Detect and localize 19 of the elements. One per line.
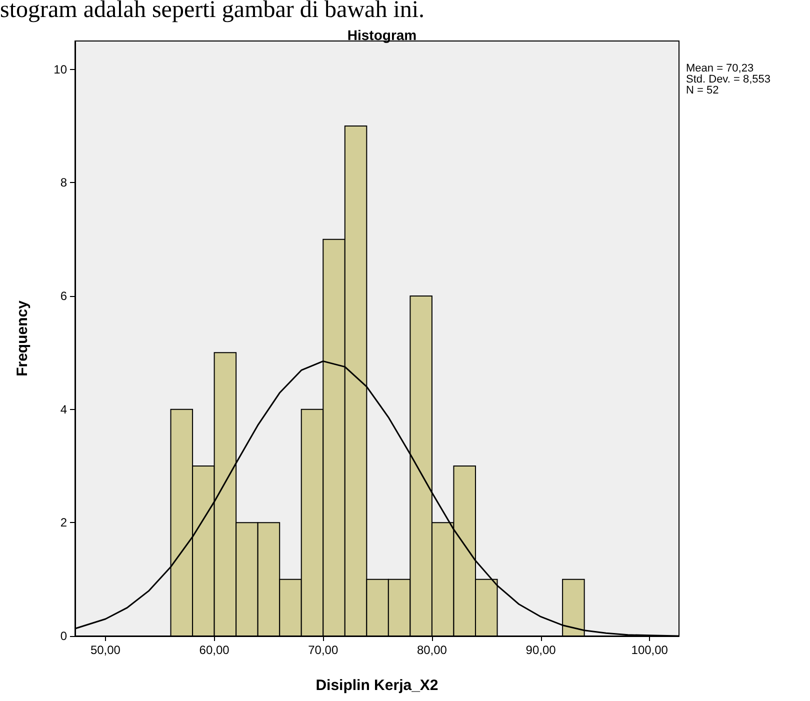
- text: stogram adalah seperti gambar di bawah ini.: [0, 0, 425, 23]
- x-tick-label: 70,00: [308, 643, 338, 657]
- y-tick-label: 2: [60, 516, 68, 530]
- y-tick-label: 4: [60, 402, 68, 416]
- x-tick-label: 90,00: [526, 643, 556, 657]
- x-tick-label: 50,00: [90, 643, 121, 657]
- chart-title: Histogram: [347, 27, 417, 43]
- y-tick-label: 6: [60, 289, 68, 303]
- y-tick-label: 8: [60, 176, 68, 190]
- x-tick-label: 60,00: [199, 643, 230, 657]
- y-tick-label: 10: [54, 62, 68, 76]
- x-tick-label: 80,00: [416, 643, 448, 657]
- text: Mean = 70,23: [686, 62, 754, 74]
- text: N = 52: [686, 84, 719, 96]
- x-axis-title: Disiplin Kerja_X2: [316, 677, 438, 694]
- x-tick-label: 100,00: [631, 643, 668, 657]
- text: Std. Dev. = 8,553: [686, 74, 770, 86]
- y-axis-title: Frequency: [14, 300, 31, 376]
- y-tick-label: 0: [60, 629, 68, 643]
